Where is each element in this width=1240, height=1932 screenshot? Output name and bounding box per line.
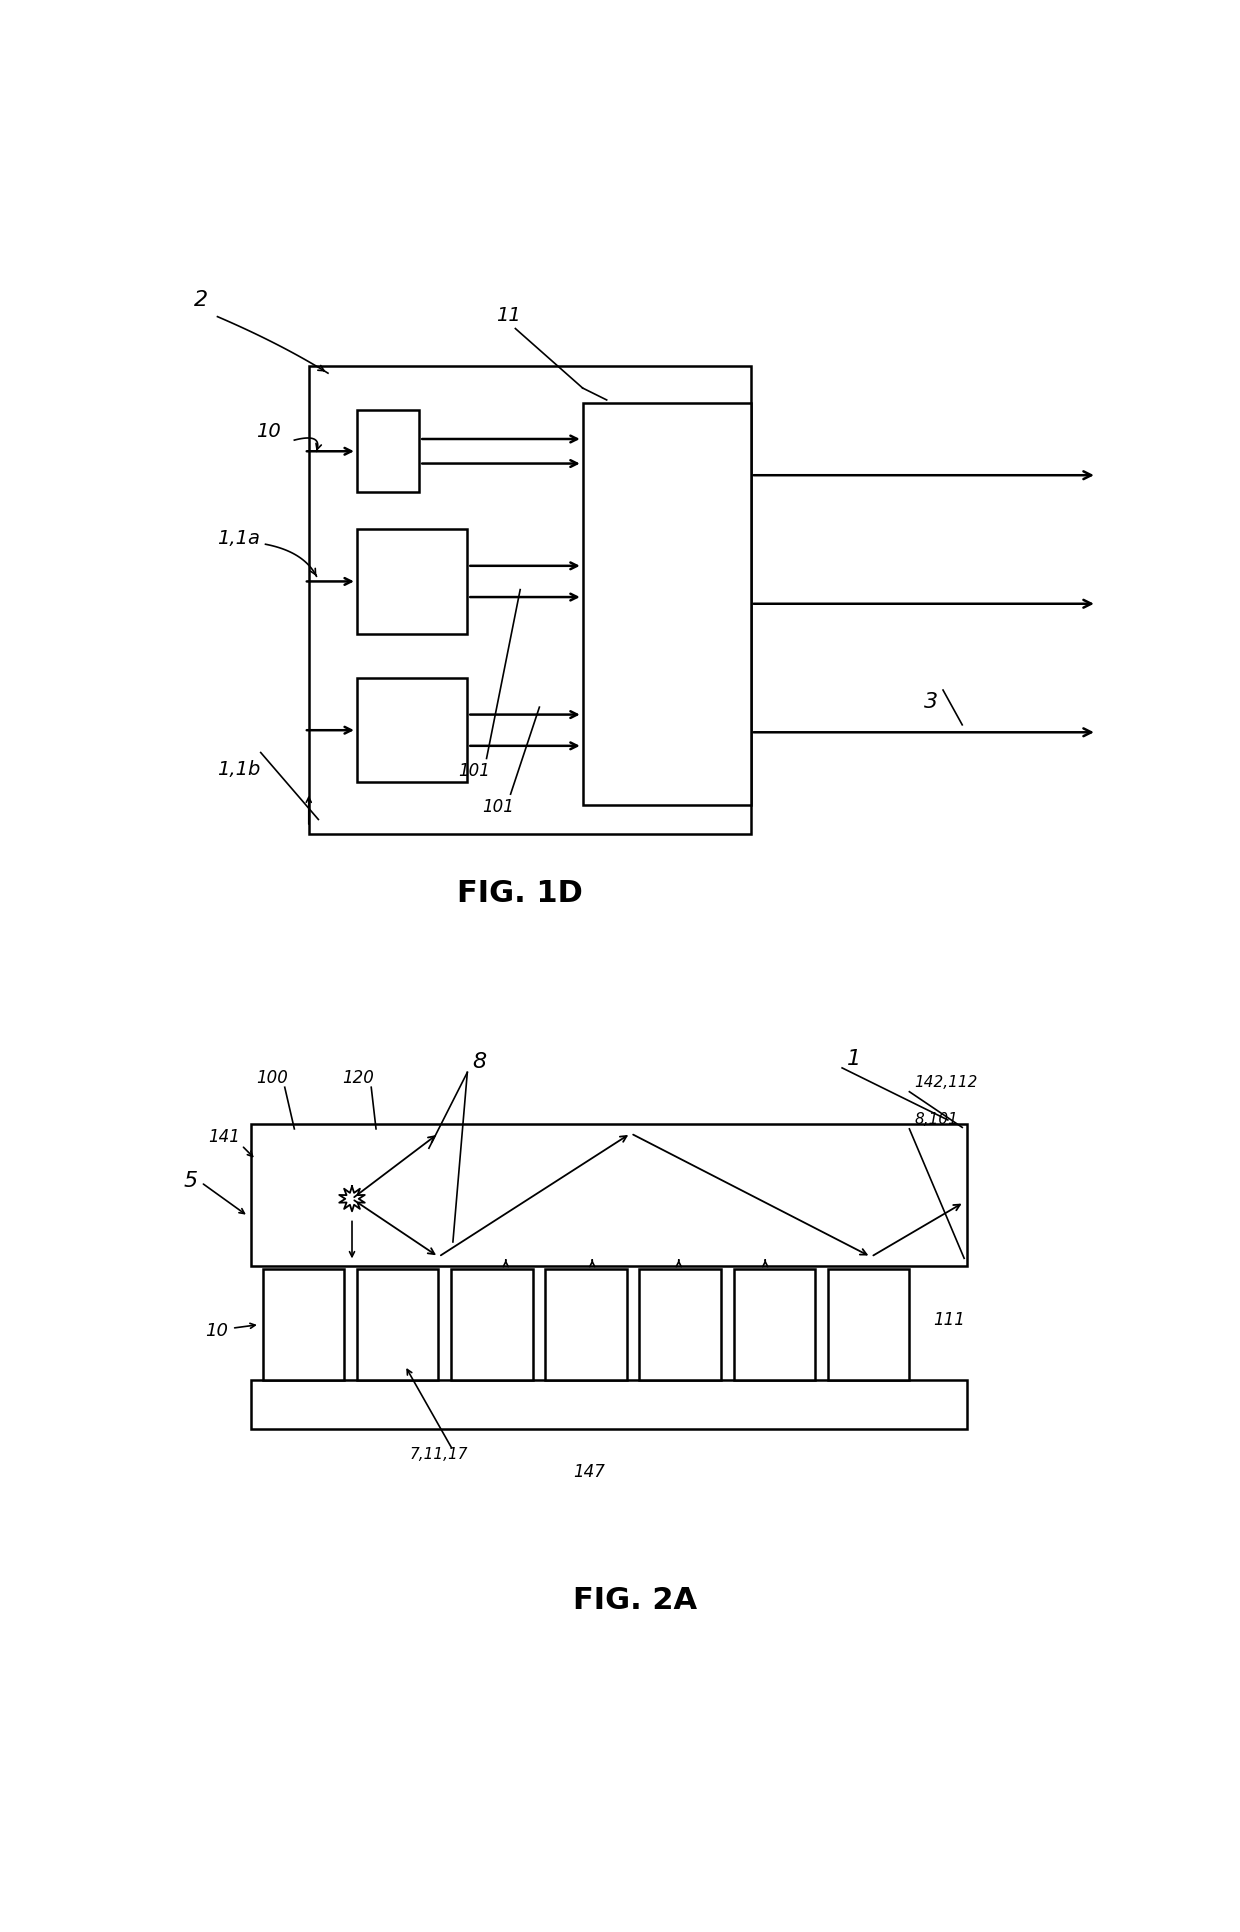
Bar	[734, 1269, 815, 1379]
Bar	[250, 1124, 967, 1265]
Bar	[357, 529, 467, 634]
Text: 3: 3	[924, 692, 937, 711]
Text: 5: 5	[184, 1171, 198, 1190]
Text: 142,112: 142,112	[914, 1076, 977, 1090]
Text: FIG. 1D: FIG. 1D	[458, 879, 583, 908]
Bar	[546, 1269, 627, 1379]
Text: 8,101: 8,101	[914, 1113, 959, 1128]
Text: 7,11,17: 7,11,17	[409, 1447, 469, 1463]
Bar	[263, 1269, 345, 1379]
Bar	[640, 1269, 720, 1379]
Text: 1,1b: 1,1b	[217, 759, 260, 779]
Bar	[451, 1269, 533, 1379]
Bar	[828, 1269, 909, 1379]
Text: FIG. 2A: FIG. 2A	[573, 1586, 698, 1615]
Text: 1: 1	[847, 1049, 861, 1068]
Text: 10: 10	[205, 1321, 228, 1339]
Text: 11: 11	[496, 305, 521, 325]
Text: 2: 2	[193, 290, 207, 311]
Bar	[357, 678, 467, 782]
Text: 111: 111	[934, 1312, 965, 1329]
Bar	[357, 1269, 439, 1379]
Bar	[357, 410, 419, 493]
Text: 147: 147	[573, 1463, 605, 1482]
Text: 1,1a: 1,1a	[217, 529, 260, 549]
Bar	[309, 365, 750, 835]
Text: 120: 120	[342, 1068, 374, 1088]
Text: 141: 141	[208, 1128, 239, 1146]
Bar	[583, 404, 750, 804]
Text: 101: 101	[458, 763, 490, 781]
Bar	[250, 1379, 967, 1430]
Text: 101: 101	[481, 798, 513, 815]
Text: 10: 10	[255, 421, 280, 440]
Text: 8: 8	[472, 1051, 486, 1072]
Text: 100: 100	[255, 1068, 288, 1088]
